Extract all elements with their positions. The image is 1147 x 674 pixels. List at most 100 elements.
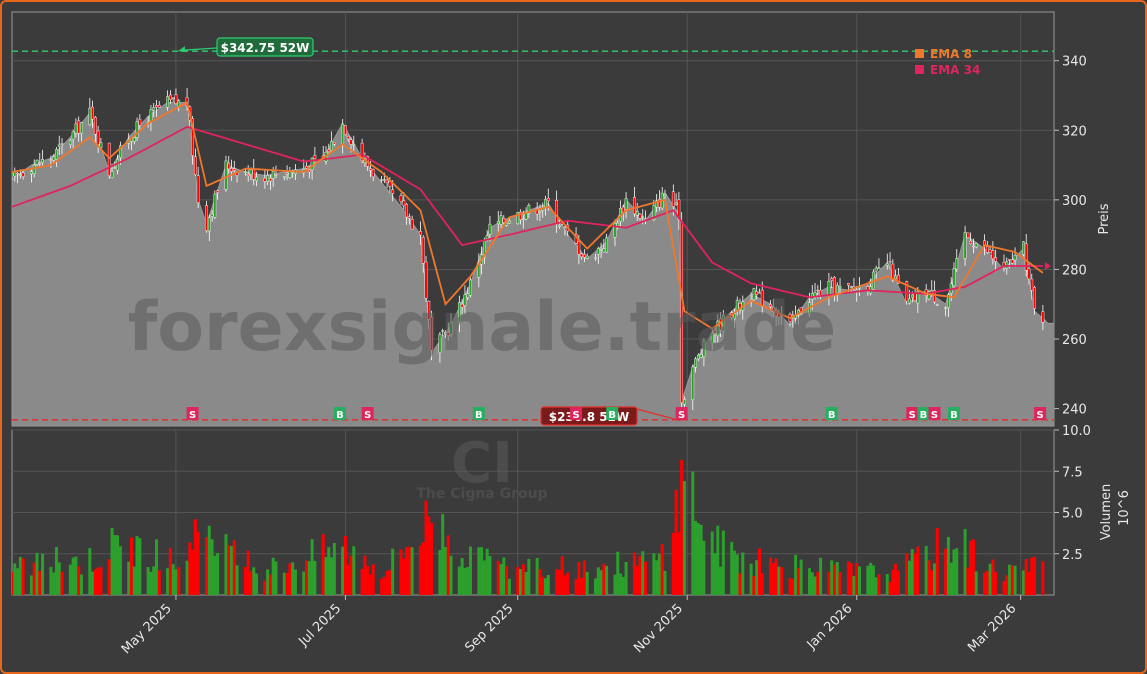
volume-bar (866, 565, 870, 595)
candle-body (908, 298, 911, 304)
candle-body (663, 194, 667, 196)
volume-bar (466, 567, 470, 595)
volume-bar (924, 545, 928, 595)
volume-bar (738, 573, 742, 595)
candle-body (466, 293, 470, 298)
volume-bar (224, 534, 228, 595)
candle-body (399, 195, 403, 202)
volume-bar (168, 548, 172, 595)
volume-bar (235, 565, 239, 595)
volume-bar (613, 574, 617, 595)
volume-bar (632, 552, 636, 595)
candle-body (344, 125, 347, 135)
volume-bar (324, 557, 328, 595)
legend-label: EMA 8 (930, 47, 972, 61)
volume-bar (641, 551, 645, 595)
candle-body (232, 168, 236, 171)
volume-bar (946, 536, 950, 595)
volume-bar (255, 573, 259, 595)
volume-bar (391, 548, 395, 595)
candle-body (602, 248, 606, 253)
candle-body (655, 200, 659, 208)
volume-bar (468, 546, 472, 595)
candle-body (935, 304, 939, 306)
volume-bar (107, 559, 111, 595)
candle-body (496, 221, 500, 224)
candle-body (969, 240, 973, 244)
candle-body (332, 142, 336, 145)
candle-body (1041, 311, 1045, 323)
volume-bar (35, 552, 39, 595)
volume-bar (730, 541, 734, 595)
candle-body (613, 223, 617, 238)
volume-bar (755, 560, 759, 595)
volume-bar (213, 555, 217, 595)
volume-bar (1024, 559, 1028, 595)
volume-bar (302, 571, 306, 595)
price-tick-label: 240 (1062, 403, 1087, 418)
signal-label: B (608, 410, 616, 421)
candle-body (77, 120, 81, 134)
candle-body (107, 142, 111, 176)
candle-body (507, 220, 511, 224)
volume-bar (205, 537, 209, 595)
volume-bar (599, 570, 603, 595)
candle-body (596, 248, 600, 255)
candle-body (193, 156, 197, 176)
volume-bar (952, 549, 956, 595)
volume-bar (252, 567, 256, 595)
volume-bar (343, 536, 347, 595)
candle-body (988, 249, 992, 253)
candle-body (371, 168, 375, 178)
volume-bar (29, 575, 33, 595)
volume-bar (360, 568, 364, 595)
volume-bar (152, 566, 156, 595)
signal-label: S (931, 410, 938, 421)
volume-bar (1008, 564, 1012, 595)
volume-bar (1027, 571, 1031, 595)
candle-body (74, 123, 78, 134)
volume-bar (421, 542, 425, 595)
candle-body (577, 241, 581, 255)
volume-bar (13, 563, 17, 595)
sell-signal-marker (675, 407, 688, 420)
volume-bar (352, 546, 356, 595)
volume-bar (149, 571, 153, 595)
volume-bar (191, 549, 195, 595)
candle-body (555, 200, 559, 224)
volume-bar (605, 565, 609, 595)
candle-body (830, 278, 834, 281)
volume-bar (516, 567, 520, 595)
candle-body (710, 333, 714, 344)
candle-body (605, 237, 609, 253)
candle-body (252, 168, 256, 180)
candle-body (521, 218, 525, 220)
volume-bar (927, 560, 931, 595)
candle-body (966, 232, 970, 238)
volume-bar (99, 567, 103, 595)
volume-bar (349, 555, 353, 595)
candle-body (683, 399, 686, 405)
candle-body (916, 291, 920, 304)
volume-bar (566, 572, 570, 595)
candle-body (138, 118, 142, 126)
candle-body (933, 290, 936, 303)
candle-body (502, 218, 506, 223)
volume-bar (677, 531, 681, 595)
candle-body (249, 169, 253, 175)
buy-signal-marker (472, 407, 485, 420)
legend-label: EMA 34 (930, 63, 980, 77)
candle-body (88, 107, 92, 125)
volume-bar (263, 580, 267, 595)
candle-body (652, 205, 656, 220)
volume-bar (735, 554, 739, 595)
buy-signal-marker (825, 407, 838, 420)
ema8-line (12, 101, 1044, 330)
volume-bar (482, 560, 486, 595)
volume-bar (913, 553, 917, 595)
candle-body (944, 307, 948, 309)
candle-body (699, 354, 703, 358)
candle-body (369, 168, 372, 171)
candle-body (524, 213, 528, 220)
buy-signal-marker (947, 407, 960, 420)
